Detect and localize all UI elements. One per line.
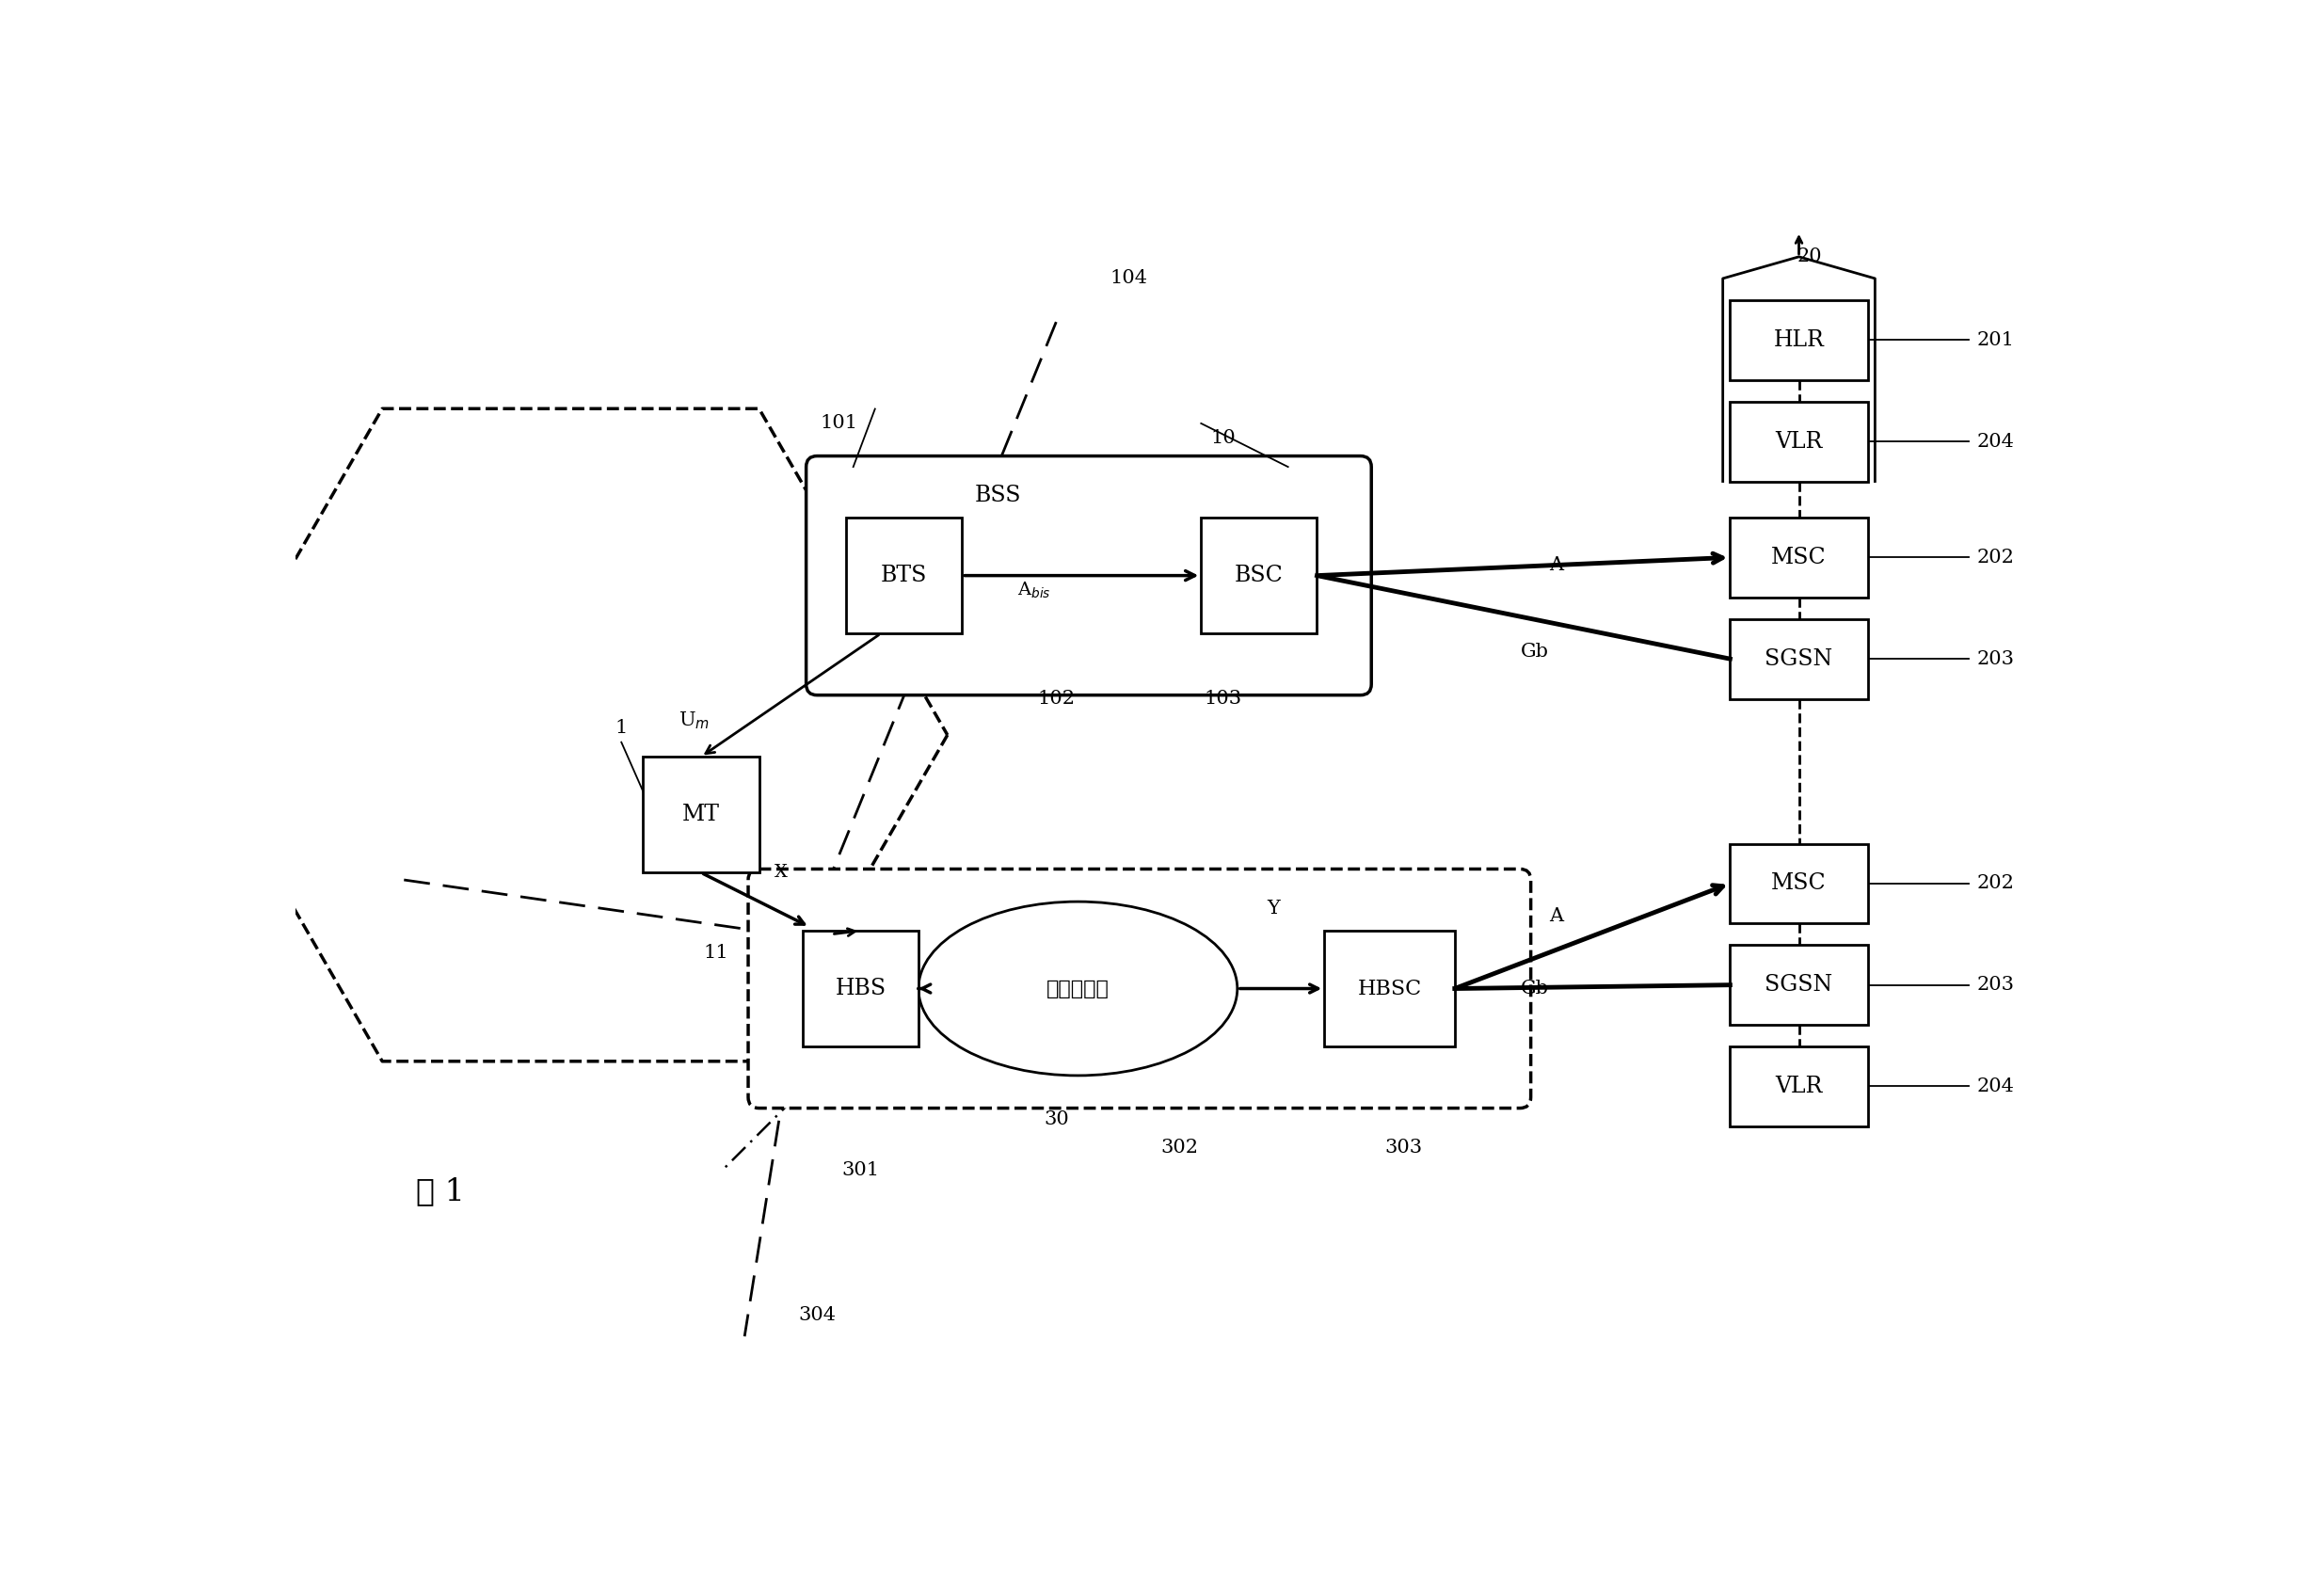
Text: A: A: [1549, 555, 1563, 573]
Text: VLR: VLR: [1774, 431, 1823, 452]
Text: SGSN: SGSN: [1765, 648, 1832, 670]
Text: 302: 302: [1160, 1140, 1197, 1157]
Text: 10: 10: [1211, 429, 1234, 447]
Text: A$_{bis}$: A$_{bis}$: [1017, 579, 1051, 600]
Text: 104: 104: [1109, 270, 1146, 287]
Text: SGSN: SGSN: [1765, 974, 1832, 996]
Text: U$_m$: U$_m$: [679, 710, 709, 731]
Text: 203: 203: [1976, 650, 2015, 667]
Bar: [1325, 930, 1454, 1047]
FancyBboxPatch shape: [806, 456, 1371, 696]
Bar: [1730, 945, 1867, 1025]
Text: HBS: HBS: [836, 978, 887, 999]
Bar: [1730, 517, 1867, 597]
Text: HLR: HLR: [1774, 329, 1825, 351]
Text: 20: 20: [1797, 247, 1823, 265]
Text: 303: 303: [1385, 1140, 1422, 1157]
Text: HBSC: HBSC: [1357, 978, 1422, 999]
Text: VLR: VLR: [1774, 1076, 1823, 1096]
Text: Gb: Gb: [1519, 643, 1549, 661]
Bar: [1730, 402, 1867, 482]
Text: 201: 201: [1976, 330, 2015, 350]
Bar: [1730, 300, 1867, 380]
Text: MT: MT: [683, 804, 720, 825]
Text: 202: 202: [1976, 549, 2015, 567]
Text: MSC: MSC: [1772, 873, 1827, 894]
Text: 图 1: 图 1: [417, 1176, 466, 1207]
Bar: [1730, 619, 1867, 699]
Text: 203: 203: [1976, 977, 2015, 994]
Text: A: A: [1549, 907, 1563, 926]
Text: MSC: MSC: [1772, 546, 1827, 568]
Text: 1: 1: [616, 718, 628, 737]
Ellipse shape: [919, 902, 1237, 1076]
Bar: [1730, 844, 1867, 924]
Text: Gb: Gb: [1519, 980, 1549, 998]
Text: BTS: BTS: [880, 565, 926, 586]
Text: 宽带接入网: 宽带接入网: [1047, 980, 1109, 998]
Bar: [644, 757, 760, 873]
Text: 11: 11: [704, 943, 727, 961]
Text: 304: 304: [799, 1306, 836, 1323]
Text: Y: Y: [1267, 900, 1281, 918]
Text: BSC: BSC: [1234, 565, 1283, 586]
Bar: [1730, 1047, 1867, 1127]
Text: X: X: [774, 863, 787, 881]
Bar: [804, 930, 919, 1047]
FancyBboxPatch shape: [748, 868, 1531, 1108]
Text: 103: 103: [1204, 689, 1241, 707]
Text: 102: 102: [1038, 689, 1075, 707]
Text: BSS: BSS: [975, 485, 1021, 506]
Text: 30: 30: [1045, 1111, 1068, 1128]
Bar: [845, 517, 961, 634]
Bar: [1202, 517, 1318, 634]
Text: 204: 204: [1976, 1077, 2015, 1095]
Text: 101: 101: [820, 415, 857, 433]
Text: 301: 301: [841, 1160, 880, 1179]
Text: 204: 204: [1976, 433, 2015, 450]
Text: 202: 202: [1976, 875, 2015, 892]
